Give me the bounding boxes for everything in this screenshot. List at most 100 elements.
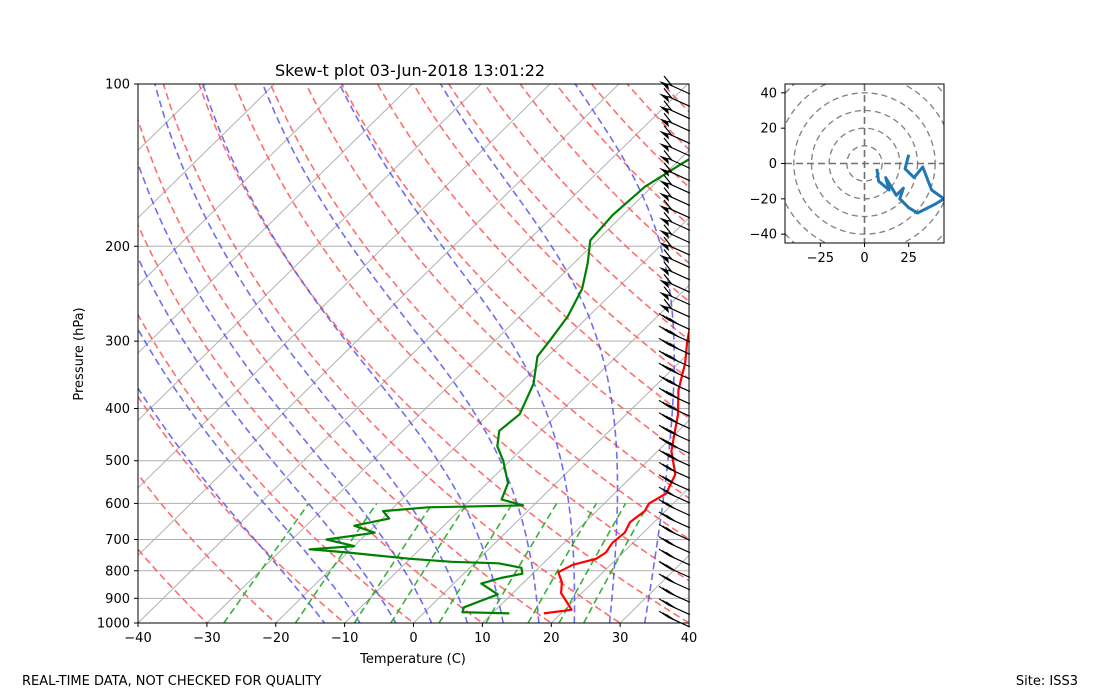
wind-barb xyxy=(659,273,691,293)
y-tick-label: 800 xyxy=(105,564,130,579)
x-tick-label: 20 xyxy=(543,631,560,646)
barb-pennant xyxy=(659,93,669,103)
chart-title: Skew-t plot 03-Jun-2018 13:01:22 xyxy=(275,61,545,80)
barb-staff xyxy=(667,455,691,467)
barb-feather xyxy=(658,548,669,556)
mixing-ratio-line xyxy=(353,502,434,623)
x-tick-label: −30 xyxy=(193,631,220,646)
wind-barb xyxy=(658,362,691,380)
isotherm-line xyxy=(275,217,689,623)
isotherm-line xyxy=(138,84,689,623)
barb-feather xyxy=(658,337,669,345)
barb-staff xyxy=(667,368,691,380)
wind-barb xyxy=(658,437,691,455)
wind-barb xyxy=(659,112,691,132)
barb-feather xyxy=(665,365,676,373)
barb-feather xyxy=(658,461,669,469)
x-tick-label: −20 xyxy=(262,631,289,646)
y-tick-label: 600 xyxy=(105,497,130,512)
barb-feather xyxy=(662,562,672,570)
wind-barb xyxy=(658,536,691,554)
isotherm-line xyxy=(688,622,689,623)
barb-feather xyxy=(658,350,669,358)
barb-feather xyxy=(665,551,676,559)
hodograph-y-tick-label: 0 xyxy=(769,157,777,172)
site-label: Site: ISS3 xyxy=(1015,674,1078,689)
barb-feather xyxy=(658,375,669,382)
wind-barb xyxy=(658,474,691,492)
barb-staff xyxy=(667,591,691,603)
y-tick-label: 100 xyxy=(105,78,130,93)
isotherm-line xyxy=(138,84,207,152)
isotherm-line xyxy=(0,72,80,634)
barb-staff xyxy=(667,604,691,616)
mixing-ratio-line xyxy=(527,502,598,623)
barb-feather xyxy=(663,174,673,186)
dry-adiabat xyxy=(661,84,689,113)
barb-feather xyxy=(663,100,673,112)
barb-feather xyxy=(658,511,669,519)
mixing-ratio-line xyxy=(558,503,627,623)
mixing-ratio-line xyxy=(294,502,378,623)
barb-staff xyxy=(667,442,691,455)
quality-disclaimer: REAL-TIME DATA, NOT CHECKED FOR QUALITY xyxy=(22,674,322,689)
barb-feather xyxy=(669,404,679,412)
barb-staff xyxy=(667,418,691,430)
barb-feather xyxy=(662,612,672,620)
moist-adiabat xyxy=(138,161,433,623)
barb-feather xyxy=(658,598,669,606)
wind-barb xyxy=(658,399,691,417)
dry-adiabat xyxy=(412,84,689,380)
barb-feather xyxy=(669,454,679,462)
barb-staff xyxy=(667,504,691,517)
dry-adiabat xyxy=(162,84,622,623)
isotherm-line xyxy=(138,84,620,557)
hodograph xyxy=(785,84,944,243)
mixing-ratio-line xyxy=(390,502,468,623)
dry-adiabat xyxy=(340,84,689,459)
y-tick-label: 900 xyxy=(105,592,130,607)
barb-feather xyxy=(665,539,676,547)
isotherm-line xyxy=(138,84,482,422)
barb-feather xyxy=(669,417,679,424)
wind-barb xyxy=(658,598,691,616)
skewt-plot-area xyxy=(0,72,689,634)
barb-feather xyxy=(662,389,672,396)
barb-feather xyxy=(662,537,672,545)
barb-feather xyxy=(669,379,679,387)
barb-pennant xyxy=(659,192,669,202)
hodograph-y-tick-label: −40 xyxy=(750,228,777,243)
moist-adiabat xyxy=(201,84,505,623)
mixing-ratio-line xyxy=(223,502,310,623)
wind-barb xyxy=(659,75,691,95)
barb-feather xyxy=(663,199,673,211)
barb-feather xyxy=(669,429,679,437)
wind-barb xyxy=(658,449,691,467)
barb-feather xyxy=(665,527,676,534)
x-tick-label: 30 xyxy=(612,631,629,646)
barb-pennant xyxy=(659,242,669,252)
barb-feather xyxy=(663,236,673,248)
isotherm-line xyxy=(138,84,345,287)
x-axis-ticks: −40 −30 −20 −10 0 10 20 30 40 xyxy=(124,623,697,646)
moist-adiabat xyxy=(138,386,326,623)
y-tick-label: 200 xyxy=(105,240,130,255)
barb-feather xyxy=(665,589,676,596)
barb-pennant xyxy=(659,155,669,165)
wind-barb xyxy=(659,174,691,194)
barb-feather xyxy=(658,362,669,370)
barb-feather xyxy=(658,387,669,395)
barb-feather xyxy=(665,477,676,485)
hodograph-y-tick-label: 40 xyxy=(760,86,777,101)
barb-feather xyxy=(658,536,669,544)
wind-barb xyxy=(658,387,691,405)
barb-pennant xyxy=(659,130,669,140)
barb-pennant xyxy=(659,81,669,90)
y-tick-label: 1000 xyxy=(97,617,130,632)
wind-barb xyxy=(658,375,691,393)
wind-barb xyxy=(659,298,691,318)
barb-feather xyxy=(669,441,679,449)
barb-staff xyxy=(667,566,691,579)
dry-adiabat xyxy=(269,84,689,541)
barb-feather xyxy=(663,187,673,198)
